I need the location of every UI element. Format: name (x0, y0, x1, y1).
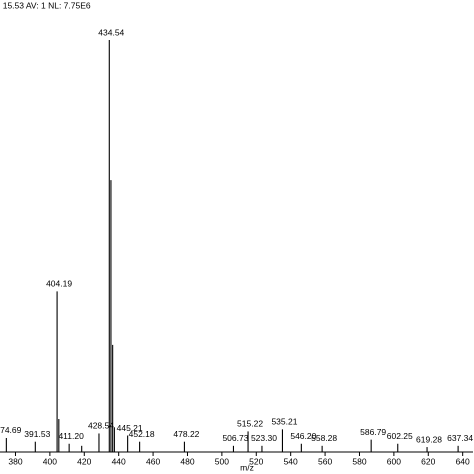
x-tick-label: 520 (249, 456, 263, 466)
x-tick-label: 380 (8, 456, 22, 466)
x-tick-label: 640 (456, 456, 470, 466)
peak-label: 637.34 (447, 433, 473, 443)
x-tick-label: 620 (421, 456, 435, 466)
x-tick-label: 560 (318, 456, 332, 466)
peak-label: 546.20 (290, 431, 316, 441)
x-tick-label: 540 (284, 456, 298, 466)
x-tick-label: 400 (43, 456, 57, 466)
x-tick-label: 420 (77, 456, 91, 466)
x-tick-label: 500 (215, 456, 229, 466)
peak-label: 535.21 (271, 417, 297, 427)
peak-label: 478.22 (173, 429, 199, 439)
x-tick-label: 440 (112, 456, 126, 466)
peak-label: 523.30 (251, 433, 277, 443)
peak-label: 452.18 (129, 429, 155, 439)
peak-label: 404.19 (46, 279, 72, 289)
peak-label: 374.69 (0, 425, 22, 435)
x-axis-label: m/z (240, 462, 254, 472)
peak-label: 586.79 (360, 427, 386, 437)
peak-label: 391.53 (24, 429, 50, 439)
peak-label: 411.20 (58, 431, 84, 441)
peak-label: 506.73 (222, 433, 248, 443)
peak-label: 602.25 (387, 431, 413, 441)
peak-label: 515.22 (237, 419, 263, 429)
peak-label: 558.28 (311, 433, 337, 443)
peak-label: 619.28 (416, 434, 442, 444)
x-tick-label: 600 (387, 456, 401, 466)
x-tick-label: 460 (146, 456, 160, 466)
x-tick-label: 480 (180, 456, 194, 466)
chart-subtitle: : 15.53 AV: 1 NL: 7.75E6 (0, 0, 91, 10)
peak-label: 434.54 (98, 27, 124, 37)
peak-label: 428.54 (88, 421, 114, 431)
x-tick-label: 580 (352, 456, 366, 466)
peak-label: 445.21 (117, 423, 143, 433)
